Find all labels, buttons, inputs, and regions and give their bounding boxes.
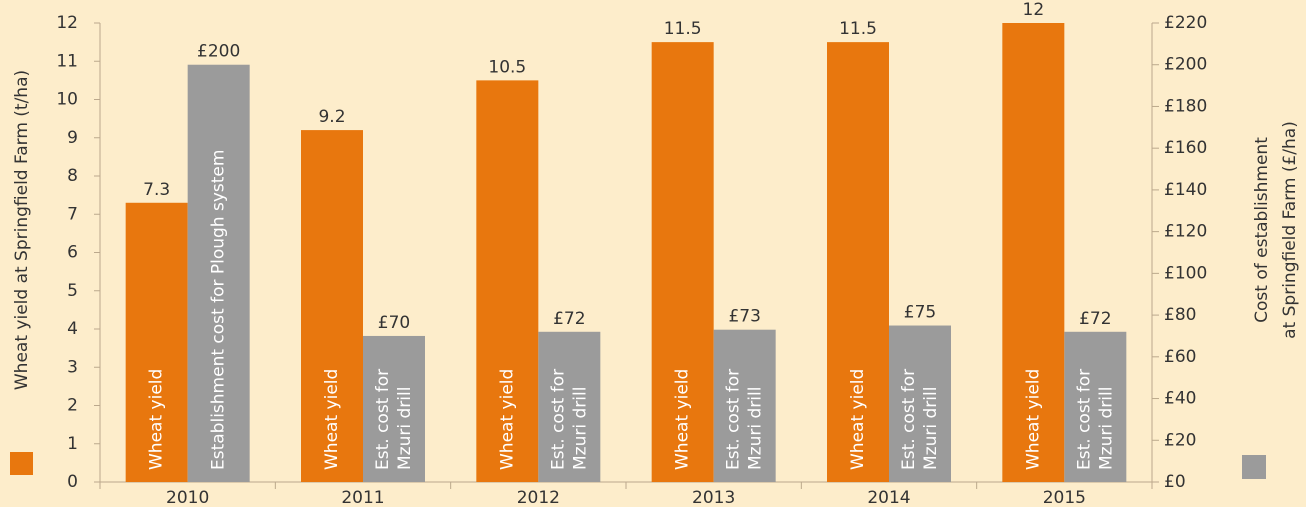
x-tick-label: 2013 bbox=[692, 488, 735, 507]
y-tick-label: 8 bbox=[67, 166, 78, 186]
bar-label: Est. cost for bbox=[724, 369, 744, 470]
y-axis-label: Wheat yield at Springfield Farm (t/ha) bbox=[12, 70, 32, 390]
value-label: £73 bbox=[728, 307, 760, 327]
bar-label: Mzuri drill bbox=[395, 387, 415, 470]
y2-axis-label: at Springfield Farm (£/ha) bbox=[1280, 121, 1300, 339]
bar-label: Mzuri drill bbox=[746, 387, 766, 470]
bar bbox=[187, 64, 250, 483]
value-label: £200 bbox=[197, 42, 240, 62]
y-tick-label: 5 bbox=[67, 281, 78, 301]
y2-tick-label: £0 bbox=[1164, 472, 1186, 492]
value-label: 11.5 bbox=[664, 19, 702, 39]
y2-tick-label: £120 bbox=[1164, 222, 1207, 242]
y-tick-label: 0 bbox=[67, 472, 78, 492]
bar bbox=[125, 202, 188, 482]
y-tick-label: 10 bbox=[56, 90, 78, 110]
y-tick-label: 4 bbox=[67, 319, 78, 339]
y2-tick-label: £200 bbox=[1164, 55, 1207, 75]
value-label: £72 bbox=[553, 309, 585, 329]
bar bbox=[1002, 23, 1065, 482]
y2-tick-label: £40 bbox=[1164, 389, 1196, 409]
y-tick-label: 6 bbox=[67, 243, 78, 263]
x-tick-label: 2012 bbox=[517, 488, 560, 507]
bar-label: Mzuri drill bbox=[921, 387, 941, 470]
value-label: 11.5 bbox=[839, 19, 877, 39]
y2-tick-label: £80 bbox=[1164, 305, 1196, 325]
y2-tick-label: £20 bbox=[1164, 430, 1196, 450]
bar-label: Est. cost for bbox=[373, 369, 393, 470]
y-tick-label: 9 bbox=[67, 128, 78, 148]
x-tick-label: 2011 bbox=[341, 488, 384, 507]
bar bbox=[713, 329, 776, 482]
y2-tick-label: £60 bbox=[1164, 347, 1196, 367]
bar bbox=[827, 42, 889, 482]
y-tick-label: 7 bbox=[67, 204, 78, 224]
bar bbox=[363, 335, 425, 482]
bar bbox=[651, 42, 714, 482]
bar-label: Est. cost for bbox=[1074, 369, 1094, 470]
bar-label: Wheat yield bbox=[497, 369, 517, 470]
bar bbox=[476, 80, 539, 482]
x-tick-label: 2014 bbox=[867, 488, 910, 507]
y-tick-label: 1 bbox=[67, 434, 78, 454]
value-label: 7.3 bbox=[143, 180, 170, 200]
value-label: 12 bbox=[1023, 0, 1045, 20]
y-tick-label: 11 bbox=[56, 51, 78, 71]
bar-label: Wheat yield bbox=[1023, 369, 1043, 470]
bar-label: Mzuri drill bbox=[570, 387, 590, 470]
x-tick-label: 2010 bbox=[166, 488, 209, 507]
bar-label: Wheat yield bbox=[673, 369, 693, 470]
value-label: 9.2 bbox=[318, 107, 345, 127]
y2-axis-label: Cost of establishment bbox=[1252, 137, 1272, 323]
bar-label: Est. cost for bbox=[899, 369, 919, 470]
y2-tick-label: £180 bbox=[1164, 96, 1207, 116]
y-tick-label: 3 bbox=[67, 357, 78, 377]
legend-swatch bbox=[1242, 455, 1266, 479]
value-label: £75 bbox=[904, 303, 936, 323]
y2-tick-label: £160 bbox=[1164, 138, 1207, 158]
value-label: £70 bbox=[378, 313, 410, 333]
legend-swatch bbox=[10, 452, 33, 475]
bar-label: Wheat yield bbox=[848, 369, 868, 470]
bar bbox=[538, 331, 601, 482]
y2-tick-label: £220 bbox=[1164, 13, 1207, 33]
bar-label: Establishment cost for Plough system bbox=[209, 150, 229, 470]
y2-tick-label: £140 bbox=[1164, 180, 1207, 200]
x-tick-label: 2015 bbox=[1043, 488, 1086, 507]
value-label: £72 bbox=[1079, 309, 1111, 329]
bar bbox=[301, 130, 363, 482]
y2-tick-label: £100 bbox=[1164, 263, 1207, 283]
bar-label: Wheat yield bbox=[322, 369, 342, 470]
value-label: 10.5 bbox=[488, 57, 526, 77]
y-tick-label: 2 bbox=[67, 396, 78, 416]
bar-label: Est. cost for bbox=[548, 369, 568, 470]
bar-label: Wheat yield bbox=[147, 369, 167, 470]
bar bbox=[889, 325, 951, 482]
y-tick-label: 12 bbox=[56, 13, 78, 33]
bar bbox=[1064, 331, 1127, 482]
bar-label: Mzuri drill bbox=[1096, 387, 1116, 470]
